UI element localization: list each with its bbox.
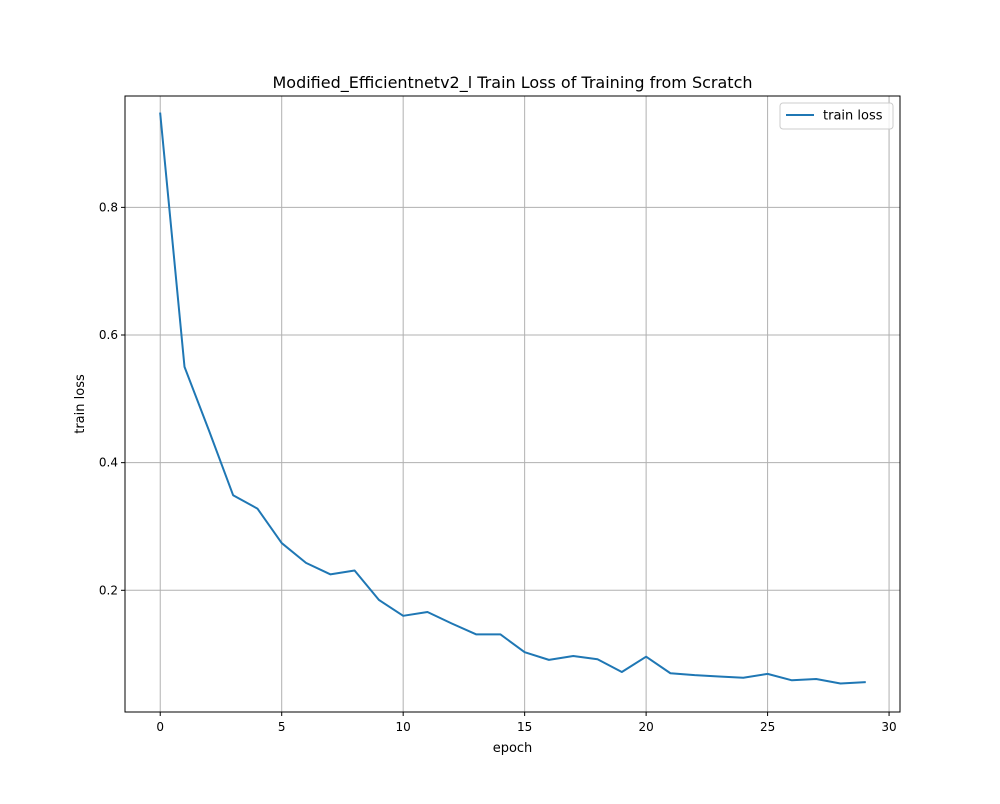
x-tick-label: 25 bbox=[760, 720, 775, 734]
y-axis-ticks: 0.2 0.4 0.6 0.8 bbox=[99, 200, 125, 597]
y-tick-label: 0.2 bbox=[99, 583, 118, 597]
series-lines bbox=[159, 112, 866, 685]
plot-frame bbox=[124, 95, 901, 713]
y-tick-label: 0.8 bbox=[99, 200, 118, 214]
legend-label-train-loss: train loss bbox=[823, 109, 883, 124]
grid-lines bbox=[125, 96, 900, 712]
chart-title: Modified_Efficientnetv2_l Train Loss of … bbox=[272, 73, 752, 93]
x-tick-label: 30 bbox=[881, 720, 896, 734]
y-tick-label: 0.6 bbox=[99, 328, 118, 342]
y-tick-label: 0.4 bbox=[99, 456, 118, 470]
x-tick-label: 5 bbox=[278, 720, 286, 734]
legend: train loss bbox=[779, 102, 894, 130]
y-axis-label: train loss bbox=[73, 374, 88, 434]
x-axis-ticks: 0 5 10 15 20 25 30 bbox=[156, 712, 897, 734]
x-tick-label: 20 bbox=[638, 720, 653, 734]
legend-box bbox=[779, 102, 894, 130]
series-line-train-loss bbox=[159, 112, 866, 685]
x-tick-label: 0 bbox=[156, 720, 164, 734]
plot-area-background bbox=[125, 96, 900, 712]
x-tick-label: 10 bbox=[396, 720, 411, 734]
x-tick-label: 15 bbox=[517, 720, 532, 734]
x-axis-label: epoch bbox=[493, 741, 533, 756]
